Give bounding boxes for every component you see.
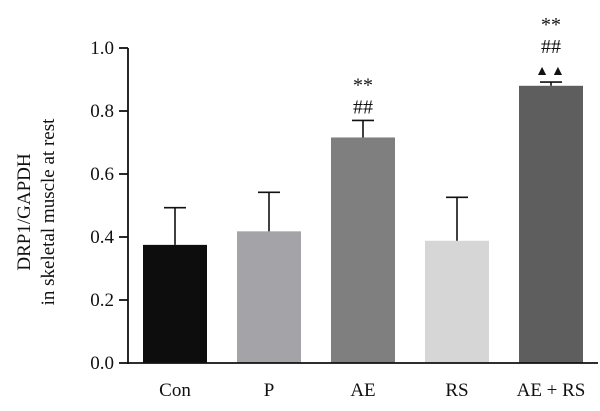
x-axis-labels: Con P AE RS AE + RS	[159, 380, 585, 401]
x-tick-label: AE	[350, 380, 375, 401]
y-tick-label: 0.2	[90, 290, 114, 311]
y-tick-label: 0.6	[90, 164, 114, 185]
x-tick-label: RS	[445, 380, 468, 401]
significance-label: ▲▲	[535, 64, 567, 79]
y-axis-title-line-1: DRP1/GAPDH	[14, 153, 35, 270]
x-tick-label: P	[264, 380, 275, 401]
y-axis-title-line-2: in skeletal muscle at rest	[38, 118, 59, 305]
axes	[127, 48, 598, 364]
y-axis-title: DRP1/GAPDH in skeletal muscle at rest	[14, 118, 59, 305]
significance-label: **	[541, 14, 561, 36]
x-tick-label: Con	[159, 380, 191, 401]
bar-rs	[425, 240, 489, 363]
bar-p	[237, 231, 301, 363]
bar-ae	[331, 137, 395, 363]
bars	[143, 85, 583, 364]
bar-ae-rs	[519, 85, 583, 364]
significance-labels: ##**▲▲##**	[353, 14, 567, 118]
error-bars	[164, 81, 562, 245]
y-tick-label: 0.0	[90, 353, 114, 374]
significance-label: ##	[353, 96, 373, 118]
significance-label: **	[353, 74, 373, 96]
y-tick-label: 0.8	[90, 101, 114, 122]
y-tick-label: 0.4	[90, 227, 114, 248]
y-tick-label: 1.0	[90, 38, 114, 59]
significance-label: ##	[541, 36, 561, 58]
bar-con	[143, 244, 207, 363]
x-tick-label: AE + RS	[517, 380, 586, 401]
y-axis-ticks: 0.0 0.2 0.4 0.6 0.8 1.0	[90, 38, 128, 374]
